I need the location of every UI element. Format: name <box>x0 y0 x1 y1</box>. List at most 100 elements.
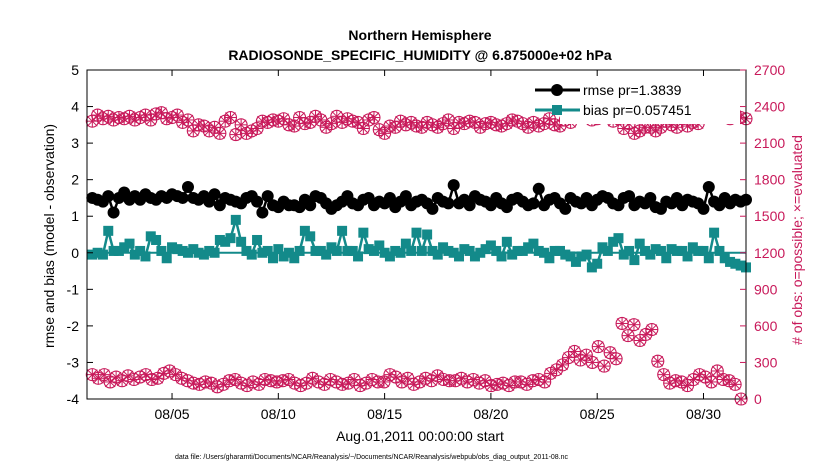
bias-point <box>709 227 720 238</box>
obs-evaluated-point <box>155 106 168 119</box>
obs-evaluated-point <box>208 121 221 134</box>
obs-evaluated-point <box>306 372 319 385</box>
bias-point <box>666 244 677 255</box>
obs-evaluated-point <box>426 118 439 131</box>
bias-point <box>108 245 119 256</box>
bias-point <box>161 253 172 264</box>
obs-evaluated-point <box>723 374 736 387</box>
obs-evaluated-point <box>362 113 375 126</box>
obs-evaluated-point <box>139 368 152 381</box>
obs-evaluated-point <box>415 121 428 134</box>
bias-point <box>416 245 427 256</box>
bias-point <box>198 249 209 260</box>
bias-point <box>592 258 603 269</box>
bias-point <box>560 249 571 260</box>
bias-point <box>698 245 709 256</box>
obs-evaluated-point <box>425 374 438 387</box>
obs-evaluated-point <box>294 379 307 392</box>
y-right-tick-label: 900 <box>754 281 778 297</box>
legend-bias-marker <box>552 105 562 115</box>
obs-evaluated-point <box>304 116 317 129</box>
obs-evaluated-point <box>389 371 402 384</box>
bias-point <box>406 245 417 256</box>
rmse-point <box>532 182 545 195</box>
bias-point <box>230 214 241 225</box>
bias-point <box>337 225 348 236</box>
rmse-point <box>623 190 636 203</box>
bias-point <box>464 245 475 256</box>
obs-evaluated-point <box>687 373 700 386</box>
obs-evaluated-point <box>98 368 111 381</box>
bias-point <box>677 245 688 256</box>
y-left-tick-label: 1 <box>71 208 79 224</box>
bias-point <box>539 247 550 258</box>
y-right-tick-label: 2400 <box>754 99 785 115</box>
bias-point <box>135 245 146 256</box>
bias-point <box>209 247 220 258</box>
bias-point <box>92 247 103 258</box>
y-axis-left: -4 -3 -2 -1 0 1 2 3 4 5 <box>67 62 93 407</box>
rmse-point <box>702 180 715 193</box>
bias-point <box>204 245 215 256</box>
y-right-tick-label: 0 <box>754 391 762 407</box>
obs-evaluated-point <box>86 368 99 381</box>
bias-point <box>629 255 640 266</box>
rmse-point <box>304 199 317 212</box>
bias-point <box>719 253 730 264</box>
bias-point <box>353 251 364 262</box>
bias-point <box>225 233 236 244</box>
bias-point <box>315 245 326 256</box>
bias-point <box>278 251 289 262</box>
bias-point <box>97 249 108 260</box>
bias-point <box>576 251 587 262</box>
bias-point <box>262 245 273 256</box>
obs-evaluated-point <box>252 378 265 391</box>
legend-box <box>560 80 740 124</box>
chart-subtitle: RADIOSONDE_SPECIFIC_HUMIDITY @ 6.875000e… <box>228 47 612 63</box>
bias-point <box>703 253 714 264</box>
obs-evaluated-point <box>128 113 141 126</box>
bias-point <box>581 249 592 260</box>
obs-evaluated-point <box>235 118 248 131</box>
obs-evaluated-point <box>421 116 434 129</box>
obs-evaluated-point <box>467 373 480 386</box>
y-axis-right-label: # of obs: o=possible; ×=evaluated <box>789 135 805 345</box>
bias-point <box>586 262 597 273</box>
y-left-tick-label: -4 <box>67 391 80 407</box>
obs-evaluated-point <box>455 372 468 385</box>
bias-point <box>570 256 581 267</box>
bias-point <box>454 251 465 262</box>
bias-point <box>151 234 162 245</box>
x-tick-label: 08/25 <box>580 406 615 422</box>
obs-evaluated-point <box>86 115 99 128</box>
rmse-point <box>644 191 657 204</box>
rmse-point <box>181 180 194 193</box>
bias-point <box>129 249 140 260</box>
obs-evaluated-point <box>449 374 462 387</box>
bias-point <box>321 249 332 260</box>
obs-evaluated-point <box>711 364 724 377</box>
obs-evaluated-point <box>282 373 295 386</box>
y-axis-left-label: rmse and bias (model - observation) <box>41 124 57 348</box>
bias-point <box>177 245 188 256</box>
bias-point <box>533 245 544 256</box>
bias-point <box>252 234 263 245</box>
obs-evaluated-point <box>543 112 556 125</box>
obs-evaluated-point <box>354 379 367 392</box>
bias-point <box>443 245 454 256</box>
obs-evaluated-point <box>639 328 652 341</box>
obs-evaluated-point <box>166 111 179 124</box>
obs-evaluated-point <box>378 127 391 140</box>
obs-evaluated-point <box>431 369 444 382</box>
obs-evaluated-point <box>272 115 285 128</box>
bias-point <box>549 245 560 256</box>
legend-rmse-marker <box>551 84 563 96</box>
obs-evaluated-point <box>181 113 194 126</box>
obs-evaluated-point <box>520 378 533 391</box>
bias-point <box>193 247 204 258</box>
y-left-tick-label: -3 <box>67 354 80 370</box>
rmse-point <box>256 206 269 219</box>
obs-evaluated-point <box>213 127 226 140</box>
bias-point <box>363 244 374 255</box>
obs-evaluated-point <box>357 122 370 135</box>
